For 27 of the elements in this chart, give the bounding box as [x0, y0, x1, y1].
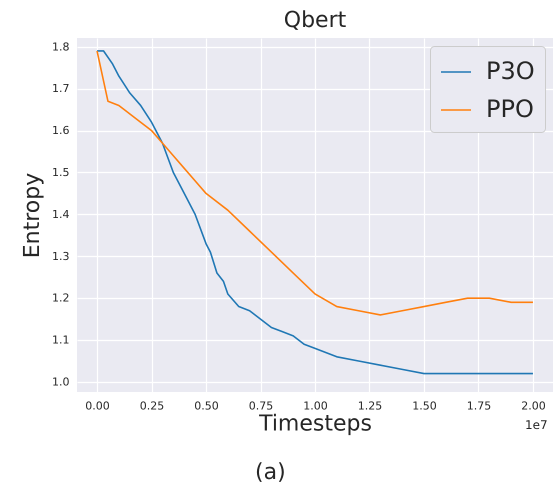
x-tick-label: 0.25 [140, 400, 164, 412]
x-tick-label: 1.50 [412, 400, 437, 412]
x-tick-label: 1.00 [303, 400, 328, 412]
x-tick-label: 0.75 [248, 400, 274, 412]
y-tick-label: 1.7 [52, 82, 70, 96]
line-series [96, 50, 534, 316]
x-tick-label: 0.00 [85, 400, 110, 412]
y-tick-label: 1.8 [52, 40, 70, 54]
x-axis-title: Timesteps [258, 412, 372, 436]
chart-title: Qbert [284, 8, 347, 33]
y-tick-label: 1.4 [52, 208, 70, 221]
y-tick-label: 1.1 [52, 334, 70, 347]
x-tick-label: 1.25 [358, 400, 382, 412]
note-text: (a) [255, 460, 286, 485]
x-tick-label: 2.00 [521, 400, 546, 412]
note-text: 1e7 [525, 418, 548, 432]
legend-label: PPO [486, 95, 534, 123]
y-tick-label: 1.6 [52, 124, 70, 138]
y-tick-label: 1.0 [52, 375, 70, 388]
y-axis-title: Entropy [20, 172, 46, 258]
y-tick-label: 1.5 [52, 166, 70, 179]
y-tick-label: 1.3 [52, 250, 70, 263]
y-tick-label: 1.2 [52, 292, 70, 305]
x-tick-label: 0.50 [194, 400, 219, 412]
x-tick-label: 1.75 [466, 400, 492, 412]
legend-label: P3O [486, 57, 535, 85]
line-series [96, 50, 534, 374]
